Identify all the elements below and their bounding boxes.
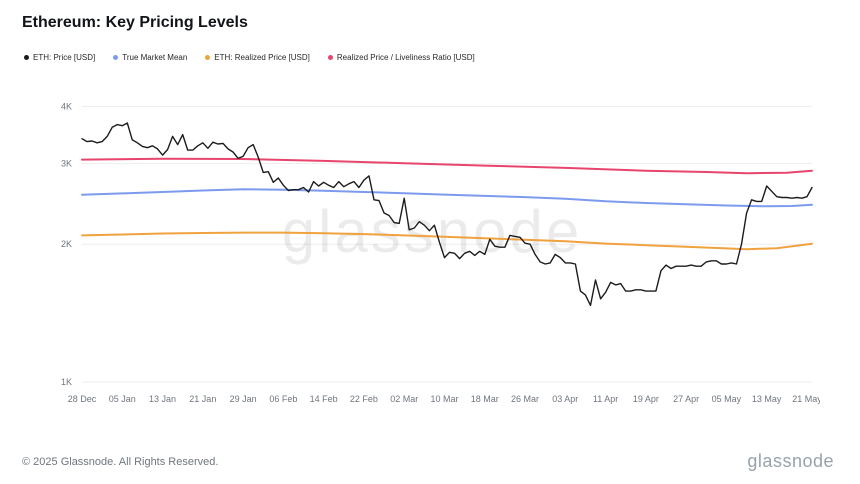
x-axis-label: 05 Jan bbox=[109, 394, 136, 404]
x-axis-label: 18 Mar bbox=[471, 394, 499, 404]
y-axis-label: 1K bbox=[61, 377, 72, 387]
legend-label: ETH: Price [USD] bbox=[33, 53, 96, 62]
legend-item[interactable]: ETH: Realized Price [USD] bbox=[205, 53, 310, 62]
x-axis-label: 27 Apr bbox=[673, 394, 699, 404]
glassnode-logo: glassnode bbox=[747, 451, 834, 471]
x-axis-label: 05 May bbox=[712, 394, 742, 404]
legend-swatch-icon bbox=[24, 55, 29, 60]
y-axis-label: 3K bbox=[61, 159, 72, 169]
x-axis-label: 26 Mar bbox=[511, 394, 539, 404]
x-axis-label: 29 Jan bbox=[230, 394, 257, 404]
x-axis-label: 21 May bbox=[792, 394, 820, 404]
x-axis-label: 14 Feb bbox=[310, 394, 338, 404]
copyright-text: © 2025 Glassnode. All Rights Reserved. bbox=[22, 456, 219, 468]
x-axis-label: 13 Jan bbox=[149, 394, 176, 404]
y-axis-label: 2K bbox=[61, 239, 72, 249]
x-axis-label: 22 Feb bbox=[350, 394, 378, 404]
legend-label: Realized Price / Liveliness Ratio [USD] bbox=[336, 53, 475, 62]
x-axis-label: 28 Dec bbox=[68, 394, 97, 404]
x-axis-label: 03 Apr bbox=[552, 394, 578, 404]
legend-swatch-icon bbox=[113, 55, 119, 60]
series-line bbox=[81, 188, 813, 208]
chart-title: Ethereum: Key Pricing Levels bbox=[22, 14, 248, 31]
glassnode-watermark: glassnode bbox=[282, 198, 583, 265]
x-axis-label: 13 May bbox=[752, 394, 782, 404]
series-line bbox=[81, 122, 813, 307]
x-axis-label: 21 Jan bbox=[189, 394, 216, 404]
x-axis-label: 02 Mar bbox=[390, 394, 418, 404]
legend-item[interactable]: ETH: Price [USD] bbox=[24, 53, 95, 62]
x-axis-label: 19 Apr bbox=[633, 394, 659, 404]
legend: ETH: Price [USD] True Market Mean ETH: Rea… bbox=[24, 53, 475, 62]
legend-swatch-icon bbox=[205, 55, 211, 60]
legend-swatch-icon bbox=[327, 55, 333, 60]
legend-item[interactable]: Realized Price / Liveliness Ratio [USD] bbox=[327, 53, 475, 62]
legend-item[interactable]: True Market Mean bbox=[113, 53, 187, 62]
price-chart[interactable]: 4K 3K 2K 1K glassnode 28 Dec 05 Jan 13 Jan 21 Ja… bbox=[20, 80, 820, 414]
series-line bbox=[81, 157, 813, 175]
legend-label: True Market Mean bbox=[122, 53, 188, 62]
x-axis-label: 11 Apr bbox=[593, 394, 618, 404]
legend-label: ETH: Realized Price [USD] bbox=[214, 53, 310, 62]
x-axis-label: 06 Feb bbox=[269, 394, 297, 404]
chart-area[interactable]: 4K 3K 2K 1K glassnode 28 Dec 05 Jan 13 Jan 21 Ja… bbox=[20, 80, 820, 414]
series-line bbox=[81, 231, 813, 251]
x-axis-label: 10 Mar bbox=[430, 394, 458, 404]
y-axis-label: 4K bbox=[61, 101, 72, 111]
